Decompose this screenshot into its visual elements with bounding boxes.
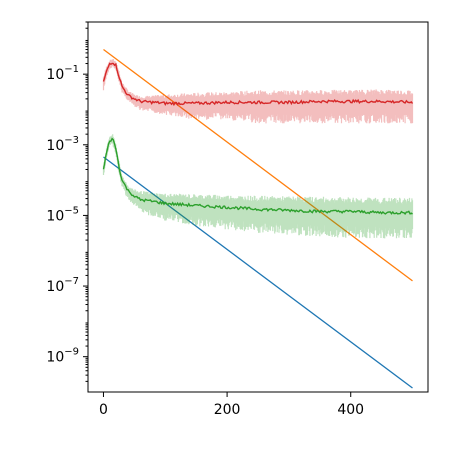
y-tick-label-2: 10−5 bbox=[46, 205, 79, 224]
axis-layer: 0 200 400 10−9 10−7 10−5 10−3 10−1 bbox=[46, 21, 364, 418]
y-tick-label-3: 10−3 bbox=[46, 135, 79, 154]
series-2-band bbox=[102, 59, 414, 124]
y-tick-label-0: 10−9 bbox=[46, 347, 79, 366]
y-tick-label-4: 10−1 bbox=[46, 64, 79, 83]
series-2-line bbox=[102, 62, 414, 107]
series-layer bbox=[102, 48, 414, 389]
series-3-line bbox=[102, 137, 413, 215]
series-1-line bbox=[103, 48, 413, 282]
x-tick-label-2: 400 bbox=[337, 402, 364, 418]
x-tick-label-0: 0 bbox=[99, 402, 108, 418]
series-0-line bbox=[103, 156, 413, 389]
x-tick-label-1: 200 bbox=[214, 402, 241, 418]
series-3-band bbox=[102, 134, 414, 239]
plot-frame bbox=[87, 21, 429, 393]
y-tick-label-1: 10−7 bbox=[46, 276, 79, 295]
